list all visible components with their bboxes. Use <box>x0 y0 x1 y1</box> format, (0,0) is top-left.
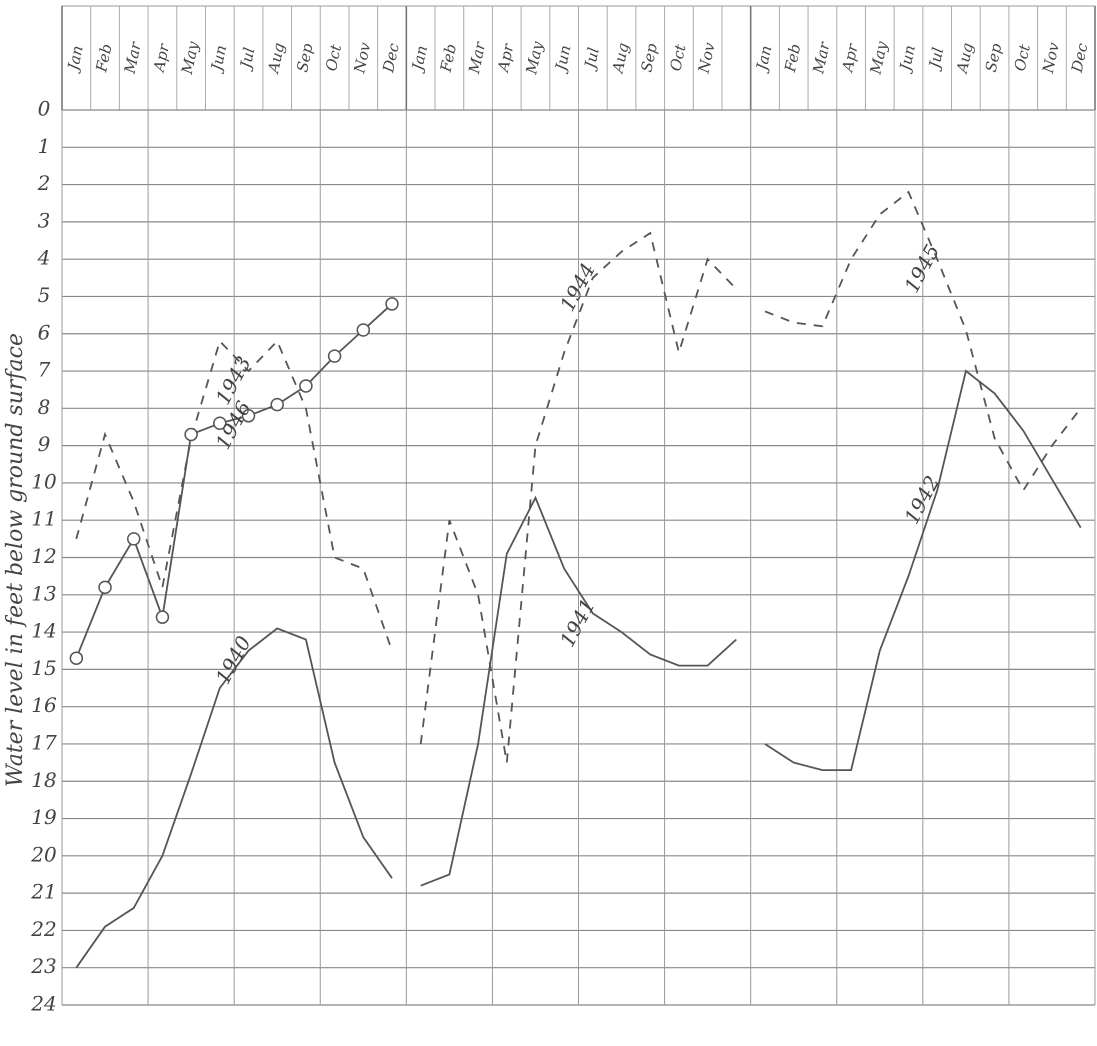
x-tick-label: Jul <box>236 46 259 73</box>
y-tick-label: 17 <box>31 730 57 754</box>
y-tick-label: 3 <box>38 208 51 232</box>
x-tick-label: Nov <box>1039 40 1063 75</box>
y-tick-label: 15 <box>31 656 56 680</box>
data-point <box>327 349 342 363</box>
x-tick-label: May <box>178 39 203 76</box>
x-tick-label: Jan <box>752 44 775 75</box>
y-tick-label: 24 <box>30 992 56 1016</box>
y-axis-title: Water level in feet below ground surface <box>3 333 28 787</box>
x-tick-label: Apr <box>149 42 173 76</box>
data-point <box>69 651 84 665</box>
x-tick-label: Nov <box>350 40 374 75</box>
x-tick-label: Jun <box>895 44 918 75</box>
y-tick-label: 16 <box>31 693 57 717</box>
y-tick-label: 22 <box>30 917 56 941</box>
series-label: 1940 <box>211 632 256 688</box>
x-tick-label: Jan <box>63 44 86 75</box>
y-tick-label: 18 <box>31 768 56 792</box>
y-tick-label: 7 <box>38 358 51 382</box>
data-point <box>299 379 313 393</box>
x-tick-label: Apr <box>838 42 862 76</box>
y-tick-label: 2 <box>37 171 51 195</box>
series-label: 1942 <box>899 472 944 528</box>
series-line <box>764 369 1082 771</box>
y-tick-label: 4 <box>37 246 51 270</box>
series-line <box>75 339 393 651</box>
y-tick-label: 5 <box>38 283 51 307</box>
y-tick-label: 1 <box>38 134 51 158</box>
x-tick-label: Aug <box>264 41 288 76</box>
x-tick-label: Sep <box>637 41 661 73</box>
x-tick-label: Aug <box>608 41 632 76</box>
y-tick-label: 13 <box>31 581 56 605</box>
y-tick-label: 12 <box>31 544 56 568</box>
y-tick-label: 9 <box>38 432 51 456</box>
y-tick-label: 0 <box>38 97 51 121</box>
series-line <box>764 190 1082 493</box>
x-tick-label: Nov <box>694 40 718 75</box>
y-tick-label: 11 <box>31 507 56 531</box>
x-tick-label: Apr <box>494 42 518 76</box>
data-point <box>213 416 227 430</box>
x-tick-label: Mar <box>809 40 834 76</box>
x-tick-label: Mar <box>465 40 490 76</box>
y-tick-label: 23 <box>30 954 56 978</box>
x-tick-label: Aug <box>953 41 977 76</box>
x-tick-label: Dec <box>1068 41 1092 75</box>
series-line <box>420 495 737 887</box>
data-point <box>98 580 112 595</box>
x-tick-label: Dec <box>379 41 403 75</box>
x-tick-label: Oct <box>1011 42 1034 73</box>
x-tick-label: May <box>522 39 547 76</box>
x-tick-label: Feb <box>92 42 116 74</box>
series-line <box>75 627 393 969</box>
x-tick-label: Mar <box>120 40 145 76</box>
data-point <box>155 610 170 624</box>
x-tick-label: Oct <box>666 42 689 73</box>
x-tick-label: Oct <box>322 42 345 73</box>
data-point <box>385 297 399 311</box>
data-point <box>126 532 141 546</box>
y-tick-label: 10 <box>31 469 57 493</box>
data-point <box>356 323 371 337</box>
data-point <box>184 427 198 442</box>
x-tick-label: Jun <box>207 44 230 75</box>
y-tick-label: 6 <box>38 320 51 344</box>
y-tick-label: 14 <box>31 619 56 643</box>
x-tick-label: Feb <box>781 42 805 74</box>
data-point <box>270 397 284 412</box>
y-tick-label: 20 <box>30 842 57 866</box>
x-tick-label: Sep <box>293 41 317 73</box>
series-label: 1941 <box>555 595 600 651</box>
y-tick-label: 8 <box>38 395 51 419</box>
x-tick-label: Feb <box>436 42 460 74</box>
x-tick-label: Jun <box>551 44 574 75</box>
x-tick-label: Jul <box>925 46 948 73</box>
y-tick-label: 21 <box>30 880 56 904</box>
series-label: 1944 <box>555 259 600 315</box>
series-line <box>419 231 737 763</box>
x-tick-label: Jul <box>580 46 603 73</box>
x-tick-label: May <box>866 39 891 76</box>
y-tick-label: 19 <box>31 805 57 829</box>
x-tick-label: Sep <box>982 41 1006 73</box>
x-tick-label: Jan <box>408 44 431 75</box>
data-point <box>241 409 256 423</box>
series-label: 1945 <box>899 240 944 296</box>
